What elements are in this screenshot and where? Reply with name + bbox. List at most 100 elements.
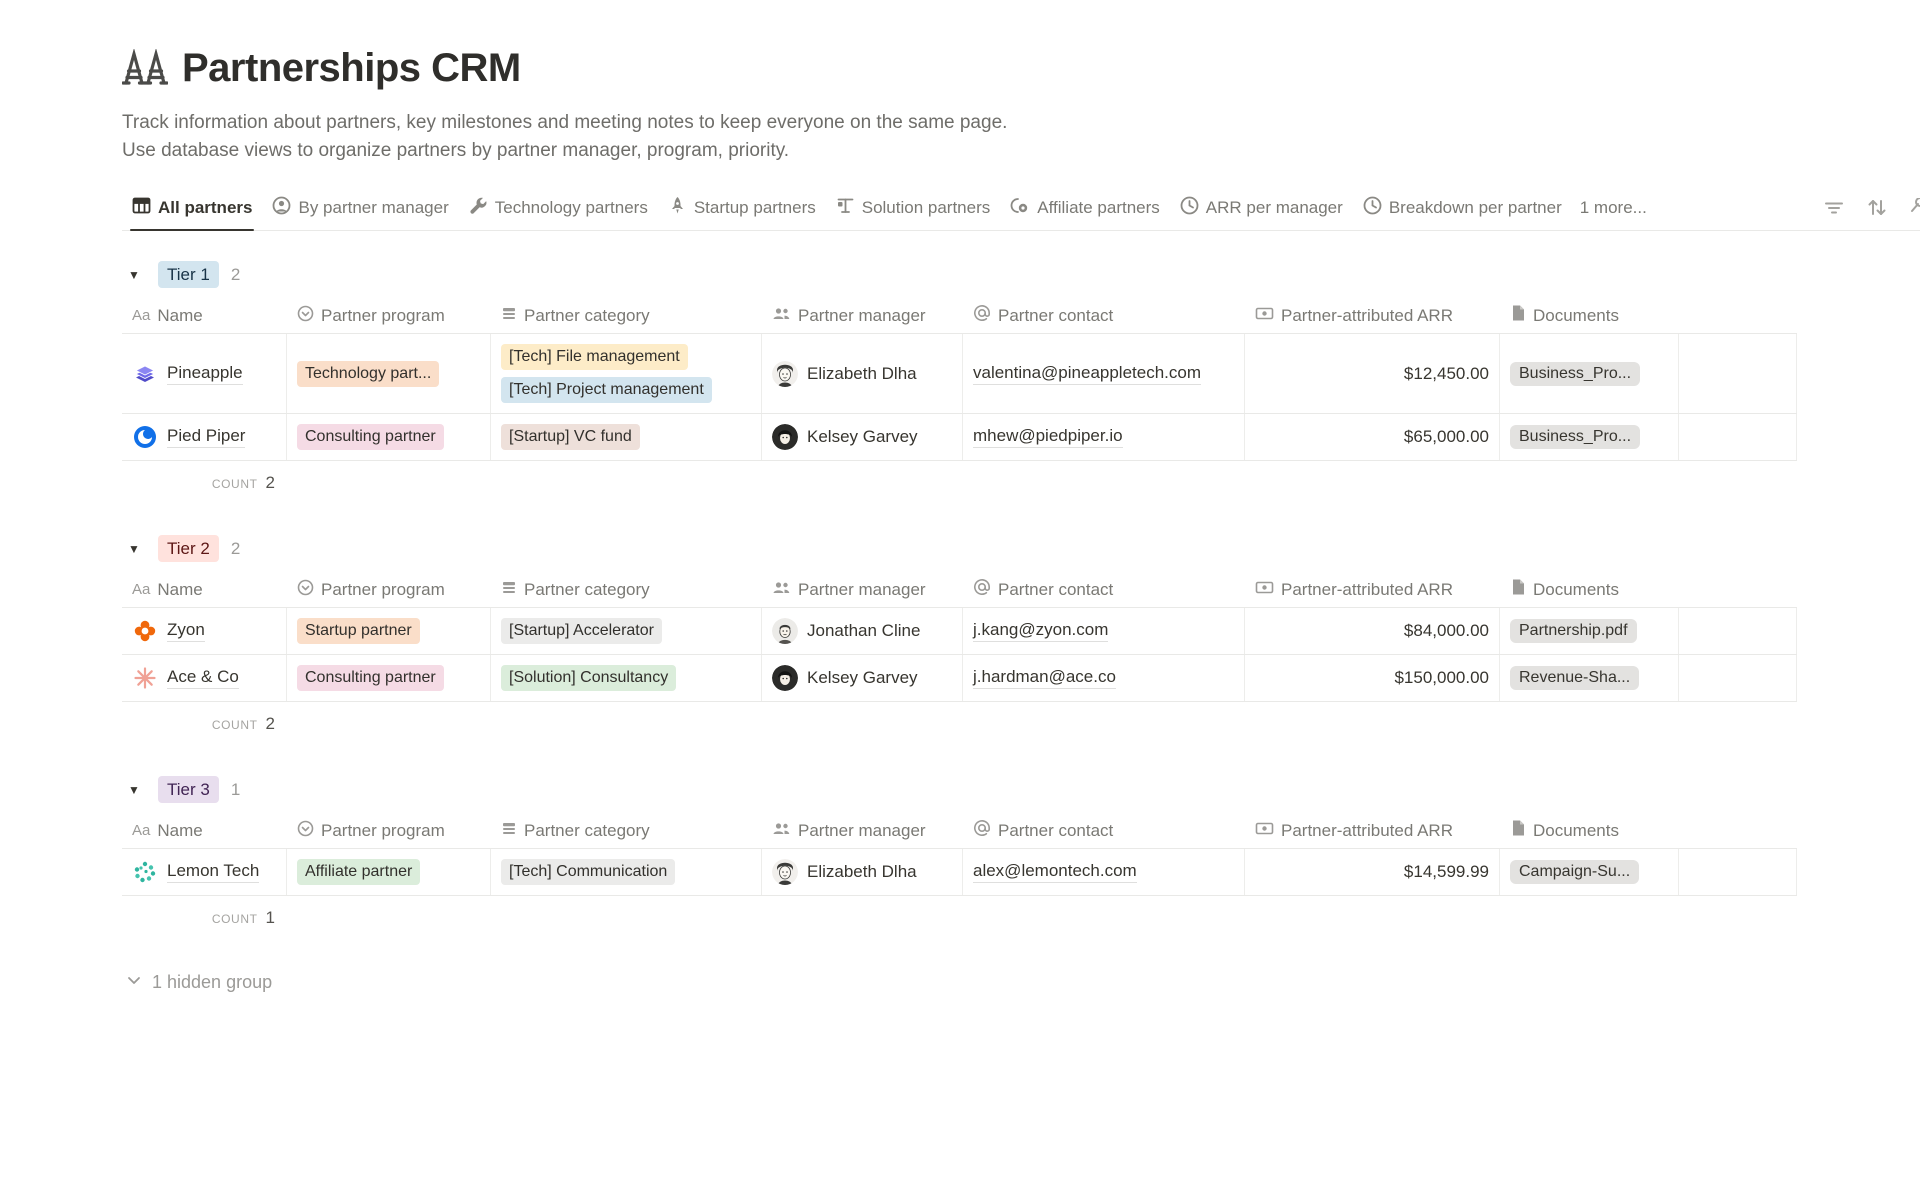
name-cell[interactable]: Lemon Tech (122, 849, 287, 895)
document-chip: Revenue-Sha... (1510, 666, 1640, 690)
contact-cell[interactable]: alex@lemontech.com (963, 849, 1245, 895)
column-header-partner-manager[interactable]: Partner manager (762, 298, 963, 333)
document-chip: Business_Pro... (1510, 361, 1641, 386)
contact-cell[interactable]: mhew@piedpiper.io (963, 414, 1245, 460)
column-header-arr[interactable]: Partner-attributed ARR (1245, 572, 1500, 607)
column-header-documents[interactable]: Documents (1500, 813, 1679, 848)
avatar-jonathan-cline (772, 618, 798, 644)
category-cell[interactable]: [Tech] Communication (491, 849, 762, 895)
column-header-name[interactable]: Aa Name (132, 820, 203, 840)
program-cell[interactable]: Technology part... (287, 334, 491, 413)
group-badge[interactable]: Tier 2 (158, 535, 219, 562)
tab-breakdown-per-partner[interactable]: Breakdown per partner (1353, 189, 1572, 230)
category-cell[interactable]: [Tech] File management [Tech] Project ma… (491, 334, 762, 413)
manager-cell[interactable]: Elizabeth Dlha (762, 849, 963, 895)
column-header-documents[interactable]: Documents (1500, 298, 1679, 333)
name-cell[interactable]: Pied Piper (122, 414, 287, 460)
manager-name: Jonathan Cline (807, 621, 921, 640)
column-header-row: Aa Name Partner program Partner category … (122, 813, 1797, 849)
category-tag: [Startup] Accelerator (501, 618, 662, 644)
arr-cell[interactable]: $150,000.00 (1245, 655, 1500, 701)
table-row-pineapple: Pineapple Technology part... [Tech] File… (122, 334, 1797, 414)
filter-icon[interactable] (1824, 199, 1844, 217)
contact-email: j.kang@zyon.com (973, 620, 1109, 642)
documents-cell[interactable]: Revenue-Sha... (1500, 655, 1679, 701)
zyon-logo-icon (132, 618, 158, 644)
tab-startup-partners[interactable]: Startup partners (658, 189, 826, 230)
multi-select-icon (501, 579, 517, 601)
program-cell[interactable]: Consulting partner (287, 414, 491, 460)
column-header-name[interactable]: Aa Name (132, 579, 203, 599)
arr-cell[interactable]: $12,450.00 (1245, 334, 1500, 413)
at-sign-icon (973, 578, 991, 601)
category-tag: [Solution] Consultancy (501, 665, 677, 691)
tab-affiliate-partners[interactable]: Affiliate partners (1000, 189, 1170, 230)
manager-cell[interactable]: Kelsey Garvey (762, 414, 963, 460)
documents-cell[interactable]: Partnership.pdf (1500, 608, 1679, 654)
hidden-group-toggle[interactable]: 1 hidden group (122, 966, 276, 999)
document-chip: Partnership.pdf (1510, 619, 1637, 643)
page-title: Partnerships CRM (182, 46, 521, 90)
manager-cell[interactable]: Kelsey Garvey (762, 655, 963, 701)
tab-technology-partners[interactable]: Technology partners (459, 189, 658, 230)
contact-cell[interactable]: j.hardman@ace.co (963, 655, 1245, 701)
file-icon (1510, 578, 1526, 601)
name-cell[interactable]: Zyon (122, 608, 287, 654)
documents-cell[interactable]: Business_Pro... (1500, 334, 1679, 413)
column-header-partner-category[interactable]: Partner category (491, 572, 762, 607)
program-tag: Consulting partner (297, 665, 444, 691)
name-cell[interactable]: Pineapple (122, 334, 287, 413)
column-header-name[interactable]: Aa Name (132, 305, 203, 325)
tab-solution-partners[interactable]: Solution partners (826, 189, 1001, 230)
subtitle-line-1: Track information about partners, key mi… (122, 112, 1008, 133)
people-icon (772, 579, 791, 601)
collapse-toggle-icon[interactable]: ▼ (128, 782, 140, 797)
arr-cell[interactable]: $14,599.99 (1245, 849, 1500, 895)
column-header-partner-contact[interactable]: Partner contact (963, 298, 1245, 333)
tab-by-partner-manager[interactable]: By partner manager (262, 189, 458, 230)
name-cell[interactable]: Ace & Co (122, 655, 287, 701)
column-header-partner-program[interactable]: Partner program (287, 298, 491, 333)
collapse-toggle-icon[interactable]: ▼ (128, 541, 140, 556)
partner-name: Zyon (167, 620, 205, 642)
search-icon-clipped[interactable] (1910, 198, 1920, 217)
documents-cell[interactable]: Business_Pro... (1500, 414, 1679, 460)
contact-cell[interactable]: valentina@pineappletech.com (963, 334, 1245, 413)
count-aggregate[interactable]: COUNT 1 (211, 908, 275, 927)
arr-cell[interactable]: $65,000.00 (1245, 414, 1500, 460)
column-header-partner-program[interactable]: Partner program (287, 813, 491, 848)
group-badge[interactable]: Tier 1 (158, 261, 219, 288)
collapse-toggle-icon[interactable]: ▼ (128, 267, 140, 282)
multi-select-icon (501, 820, 517, 842)
category-cell[interactable]: [Solution] Consultancy (491, 655, 762, 701)
more-views-button[interactable]: 1 more... (1579, 198, 1647, 217)
column-header-arr[interactable]: Partner-attributed ARR (1245, 298, 1500, 333)
sort-icon[interactable] (1866, 198, 1888, 217)
count-aggregate[interactable]: COUNT 2 (211, 714, 275, 733)
count-aggregate[interactable]: COUNT 2 (211, 473, 275, 492)
column-header-partner-manager[interactable]: Partner manager (762, 572, 963, 607)
contact-cell[interactable]: j.kang@zyon.com (963, 608, 1245, 654)
column-header-partner-category[interactable]: Partner category (491, 298, 762, 333)
category-cell[interactable]: [Startup] Accelerator (491, 608, 762, 654)
column-header-arr[interactable]: Partner-attributed ARR (1245, 813, 1500, 848)
column-header-partner-contact[interactable]: Partner contact (963, 572, 1245, 607)
program-cell[interactable]: Startup partner (287, 608, 491, 654)
program-cell[interactable]: Affiliate partner (287, 849, 491, 895)
documents-cell[interactable]: Campaign-Su... (1500, 849, 1679, 895)
column-header-partner-manager[interactable]: Partner manager (762, 813, 963, 848)
tab-all-partners[interactable]: All partners (122, 189, 262, 231)
arr-cell[interactable]: $84,000.00 (1245, 608, 1500, 654)
group-badge[interactable]: Tier 3 (158, 776, 219, 803)
tab-arr-per-manager[interactable]: ARR per manager (1170, 189, 1353, 230)
manager-cell[interactable]: Elizabeth Dlha (762, 334, 963, 413)
program-cell[interactable]: Consulting partner (287, 655, 491, 701)
manager-cell[interactable]: Jonathan Cline (762, 608, 963, 654)
column-header-partner-program[interactable]: Partner program (287, 572, 491, 607)
partner-name: Lemon Tech (167, 861, 260, 883)
column-header-partner-contact[interactable]: Partner contact (963, 813, 1245, 848)
category-cell[interactable]: [Startup] VC fund (491, 414, 762, 460)
column-header-partner-category[interactable]: Partner category (491, 813, 762, 848)
column-header-documents[interactable]: Documents (1500, 572, 1679, 607)
banknote-icon (1255, 820, 1274, 842)
